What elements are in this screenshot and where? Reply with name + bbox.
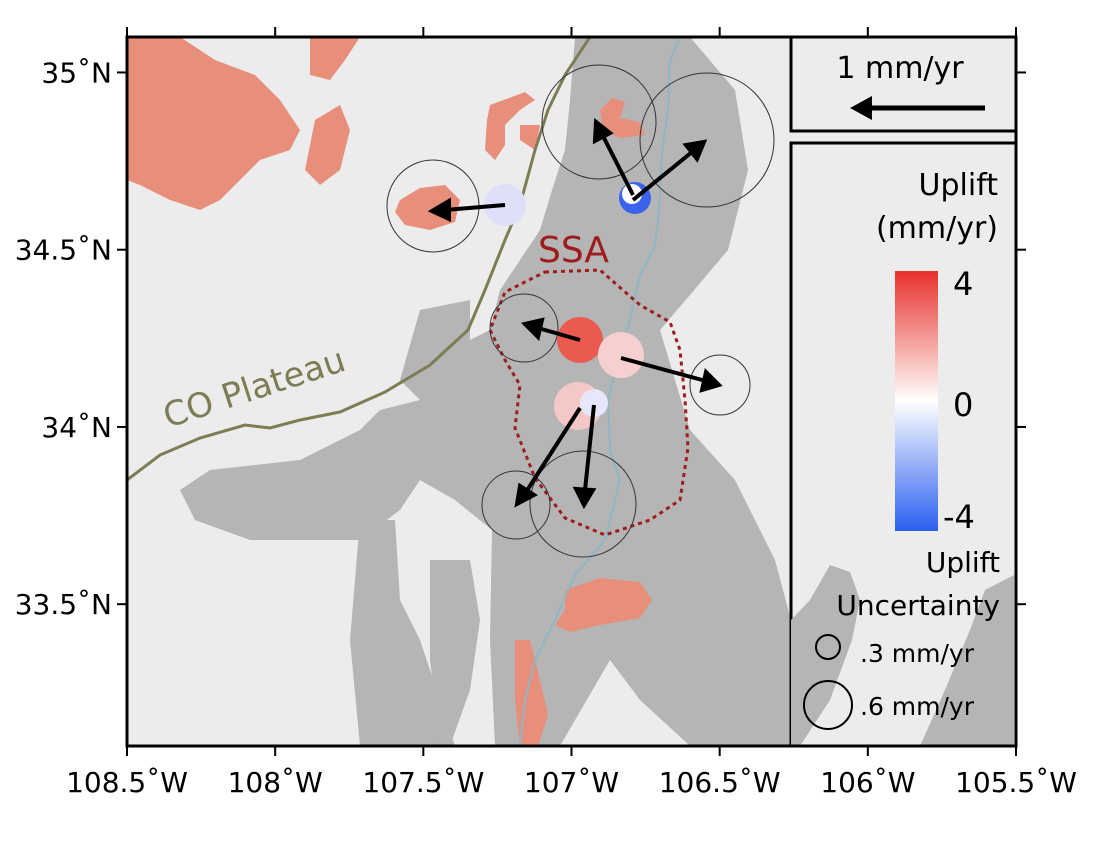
rift-basin-south <box>430 560 480 746</box>
x-tick-label: 107.5˚W <box>362 766 484 799</box>
velocity-arrow <box>537 326 581 342</box>
uplift-station <box>598 332 644 378</box>
colorbar <box>895 271 938 531</box>
rift-basin-main <box>180 37 791 746</box>
arrow-head <box>699 368 723 393</box>
volcanic-field-center-north <box>485 92 535 160</box>
scale-arrow-head <box>850 96 872 120</box>
arrow-head <box>514 482 538 508</box>
x-tick-label: 106.5˚W <box>659 766 781 799</box>
ssa-outline <box>488 268 690 537</box>
velocity-arrow <box>524 406 582 494</box>
arrow-head <box>592 118 614 145</box>
uncertainty-circle <box>529 450 637 558</box>
colorbar-units: (mm/yr) <box>876 211 998 246</box>
arrow-head <box>427 197 451 223</box>
arrow-head <box>521 317 545 341</box>
uncertainty-large-circle <box>803 680 853 730</box>
velocity-arrow <box>444 203 506 212</box>
y-tick-label: 34˚N <box>41 411 112 444</box>
ssa-label: SSA <box>538 230 609 271</box>
arrow-head <box>572 486 597 510</box>
velocity-arrow <box>620 356 707 383</box>
x-tick-label: 106˚W <box>820 766 915 799</box>
axis-layer: 108.5˚W 108˚W 107.5˚W 107˚W 106.5˚W 106˚W 105.… <box>15 27 1077 799</box>
velocity-arrow <box>631 150 694 202</box>
volcanic-field-nw-mid <box>305 105 350 185</box>
uncertainty-circle <box>639 72 775 208</box>
uncertainty-circle <box>481 470 551 540</box>
volcanic-field-nw-large <box>127 37 300 210</box>
legend-basin-2 <box>920 575 1014 746</box>
uncertainty-circle <box>489 293 559 363</box>
x-tick-label: 108˚W <box>228 766 323 799</box>
x-tick-label: 108.5˚W <box>66 766 188 799</box>
volcanic-field-center-north-2 <box>520 125 540 150</box>
y-tick-label: 33.5˚N <box>15 588 112 621</box>
legend-basin <box>791 565 860 746</box>
uncertainty-circle <box>541 64 657 180</box>
uncertainty-circle <box>689 354 751 416</box>
uplift-station <box>580 389 608 417</box>
map-content <box>127 37 791 746</box>
uncertainty-legend-title: Uplift <box>926 546 1000 579</box>
velocity-arrows <box>427 118 723 510</box>
volcanic-field-nw-small <box>310 37 360 80</box>
x-tick-label: 107˚W <box>524 766 619 799</box>
y-tick-label: 34.5˚N <box>15 234 112 267</box>
rio-grande-river <box>519 37 681 746</box>
volcanic-field-taylor <box>600 98 645 138</box>
colorbar-mid-label: 0 <box>953 386 973 424</box>
scale-label: 1 mm/yr <box>836 51 964 86</box>
uncertainty-legend-subtitle: Uncertainty <box>836 589 1000 622</box>
x-tick-label: 105.5˚W <box>955 766 1077 799</box>
colorbar-title: Uplift <box>919 168 999 203</box>
uncertainty-small-circle <box>815 634 841 660</box>
colorado-plateau-boundary <box>127 37 592 482</box>
volcanic-field-west <box>395 185 460 230</box>
arrow-head <box>682 139 708 163</box>
uncertainty-ellipses <box>386 64 775 558</box>
rift-basin-west <box>350 520 455 746</box>
colorbar-max-label: 4 <box>953 265 973 303</box>
volcanic-field-southeast <box>555 578 652 632</box>
rift-basin-northwest <box>400 300 470 400</box>
uncertainty-small-label: .3 mm/yr <box>860 639 975 668</box>
velocity-arrow <box>583 404 596 491</box>
colorbar-min-label: -4 <box>943 498 975 536</box>
uncertainty-large-label: .6 mm/yr <box>860 692 975 721</box>
velocity-arrow <box>601 135 635 196</box>
y-tick-label: 35˚N <box>41 56 112 89</box>
